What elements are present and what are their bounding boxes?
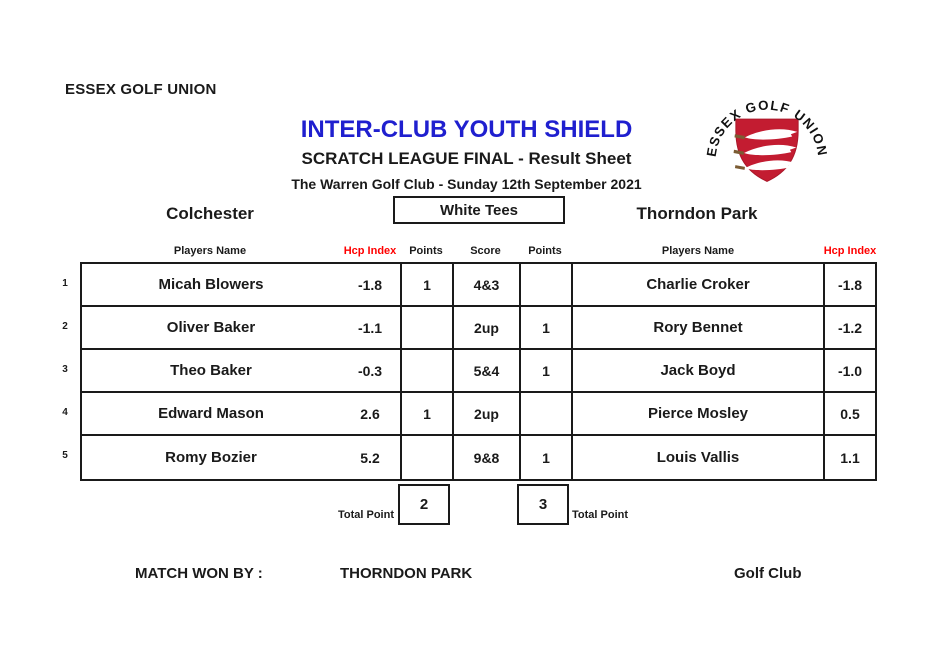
away-points-cell: 1 — [519, 436, 571, 479]
home-player-name: Theo Baker — [170, 362, 252, 379]
total-point-label-home: Total Point — [337, 509, 394, 521]
essex-golf-union-crest-icon: ESSEX GOLF UNION — [704, 97, 829, 182]
away-player-name: Rory Bennet — [571, 307, 823, 348]
org-name: ESSEX GOLF UNION — [65, 81, 217, 98]
match-won-by-label: MATCH WON BY : — [135, 565, 263, 582]
header-home-players-name: Players Name — [173, 245, 247, 257]
home-points-cell — [400, 436, 452, 479]
home-points-cell — [400, 350, 452, 391]
home-player-name: Edward Mason — [158, 405, 264, 422]
home-player-name: Micah Blowers — [158, 276, 264, 293]
total-point-label-away: Total Point — [572, 509, 629, 521]
table-row: Oliver Baker -1.1 2up 1 Rory Bennet -1.2 — [82, 307, 875, 350]
home-player-name: Romy Bozier — [165, 449, 257, 466]
tees-label: White Tees — [439, 201, 519, 219]
row-number: 4 — [62, 407, 68, 418]
table-row: Edward Mason 2.6 1 2up Pierce Mosley 0.5 — [82, 393, 875, 436]
score-cell: 2up — [452, 393, 519, 434]
header-home-hcp-index: Hcp Index — [343, 245, 397, 257]
away-player-name: Jack Boyd — [571, 350, 823, 391]
away-points-cell — [519, 264, 571, 305]
header-away-hcp-index: Hcp Index — [823, 245, 877, 257]
home-points-cell — [400, 307, 452, 348]
away-hcp-value: -1.8 — [823, 264, 875, 305]
away-player-name: Louis Vallis — [571, 436, 823, 479]
home-player-name: Oliver Baker — [166, 319, 256, 336]
away-hcp-value: 1.1 — [823, 436, 875, 479]
row-number: 5 — [62, 450, 68, 461]
away-hcp-value: 0.5 — [823, 393, 875, 434]
page-title: INTER-CLUB YOUTH SHIELD — [300, 116, 633, 143]
tees-box: White Tees — [393, 196, 565, 224]
golf-club-suffix: Golf Club — [734, 565, 802, 582]
home-points-cell: 1 — [400, 264, 452, 305]
header-away-points: Points — [528, 245, 562, 257]
total-points-home-value: 2 — [419, 496, 429, 513]
score-cell: 4&3 — [452, 264, 519, 305]
home-hcp-value: 2.6 — [360, 405, 380, 422]
away-hcp-value: -1.0 — [823, 350, 875, 391]
table-row: Micah Blowers -1.8 1 4&3 Charlie Croker … — [82, 264, 875, 307]
row-number: 1 — [62, 278, 68, 289]
venue-date-line: The Warren Golf Club - Sunday 12th Septe… — [291, 176, 642, 192]
score-cell: 9&8 — [452, 436, 519, 479]
total-points-home-box: 2 — [398, 484, 450, 525]
table-row: Romy Bozier 5.2 9&8 1 Louis Vallis 1.1 — [82, 436, 875, 479]
home-hcp-value: 5.2 — [360, 449, 380, 466]
away-team-name: Thorndon Park — [636, 204, 758, 223]
match-results-table: Micah Blowers -1.8 1 4&3 Charlie Croker … — [80, 262, 877, 481]
away-points-cell: 1 — [519, 307, 571, 348]
table-row: Theo Baker -0.3 5&4 1 Jack Boyd -1.0 — [82, 350, 875, 393]
score-cell: 5&4 — [452, 350, 519, 391]
header-home-points: Points — [409, 245, 443, 257]
away-points-cell — [519, 393, 571, 434]
match-winner-name: THORNDON PARK — [340, 565, 473, 582]
page-subtitle: SCRATCH LEAGUE FINAL - Result Sheet — [301, 149, 632, 168]
total-points-away-box: 3 — [517, 484, 569, 525]
away-hcp-value: -1.2 — [823, 307, 875, 348]
home-points-cell: 1 — [400, 393, 452, 434]
row-number: 3 — [62, 364, 68, 375]
home-hcp-value: -0.3 — [357, 362, 383, 379]
away-player-name: Pierce Mosley — [571, 393, 823, 434]
away-points-cell: 1 — [519, 350, 571, 391]
header-score: Score — [470, 245, 501, 257]
away-player-name: Charlie Croker — [571, 264, 823, 305]
total-points-away-value: 3 — [538, 496, 548, 513]
home-team-name: Colchester — [166, 204, 254, 223]
home-hcp-value: -1.8 — [357, 276, 383, 293]
score-cell: 2up — [452, 307, 519, 348]
home-hcp-value: -1.1 — [357, 319, 383, 336]
row-number: 2 — [62, 321, 68, 332]
header-away-players-name: Players Name — [661, 245, 735, 257]
